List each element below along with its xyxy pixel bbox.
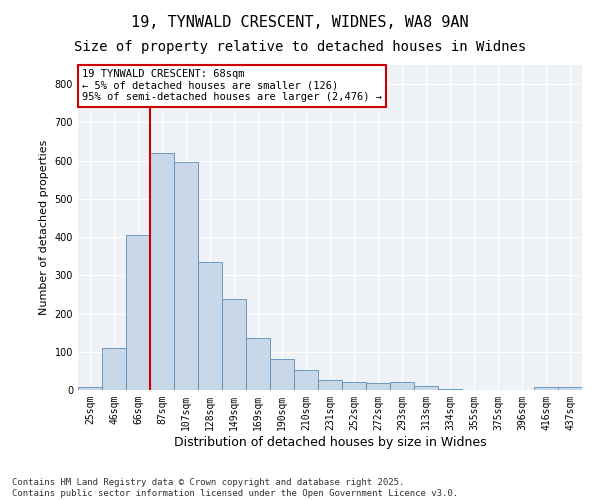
Bar xyxy=(222,300,246,390)
Bar xyxy=(414,386,438,390)
Bar xyxy=(558,386,582,390)
Bar xyxy=(366,383,390,390)
Bar xyxy=(342,382,366,390)
Text: 19 TYNWALD CRESCENT: 68sqm
← 5% of detached houses are smaller (126)
95% of semi: 19 TYNWALD CRESCENT: 68sqm ← 5% of detac… xyxy=(82,69,382,102)
Bar xyxy=(246,338,270,390)
Text: Contains HM Land Registry data © Crown copyright and database right 2025.
Contai: Contains HM Land Registry data © Crown c… xyxy=(12,478,458,498)
Bar xyxy=(174,162,198,390)
Bar xyxy=(126,235,150,390)
Bar xyxy=(318,380,342,390)
Bar xyxy=(438,389,462,390)
Bar xyxy=(102,348,126,390)
X-axis label: Distribution of detached houses by size in Widnes: Distribution of detached houses by size … xyxy=(173,436,487,448)
Bar xyxy=(150,153,174,390)
Y-axis label: Number of detached properties: Number of detached properties xyxy=(39,140,49,315)
Bar xyxy=(534,387,558,390)
Bar xyxy=(270,360,294,390)
Text: 19, TYNWALD CRESCENT, WIDNES, WA8 9AN: 19, TYNWALD CRESCENT, WIDNES, WA8 9AN xyxy=(131,15,469,30)
Bar xyxy=(78,388,102,390)
Bar xyxy=(390,382,414,390)
Bar xyxy=(294,370,318,390)
Text: Size of property relative to detached houses in Widnes: Size of property relative to detached ho… xyxy=(74,40,526,54)
Bar xyxy=(198,262,222,390)
